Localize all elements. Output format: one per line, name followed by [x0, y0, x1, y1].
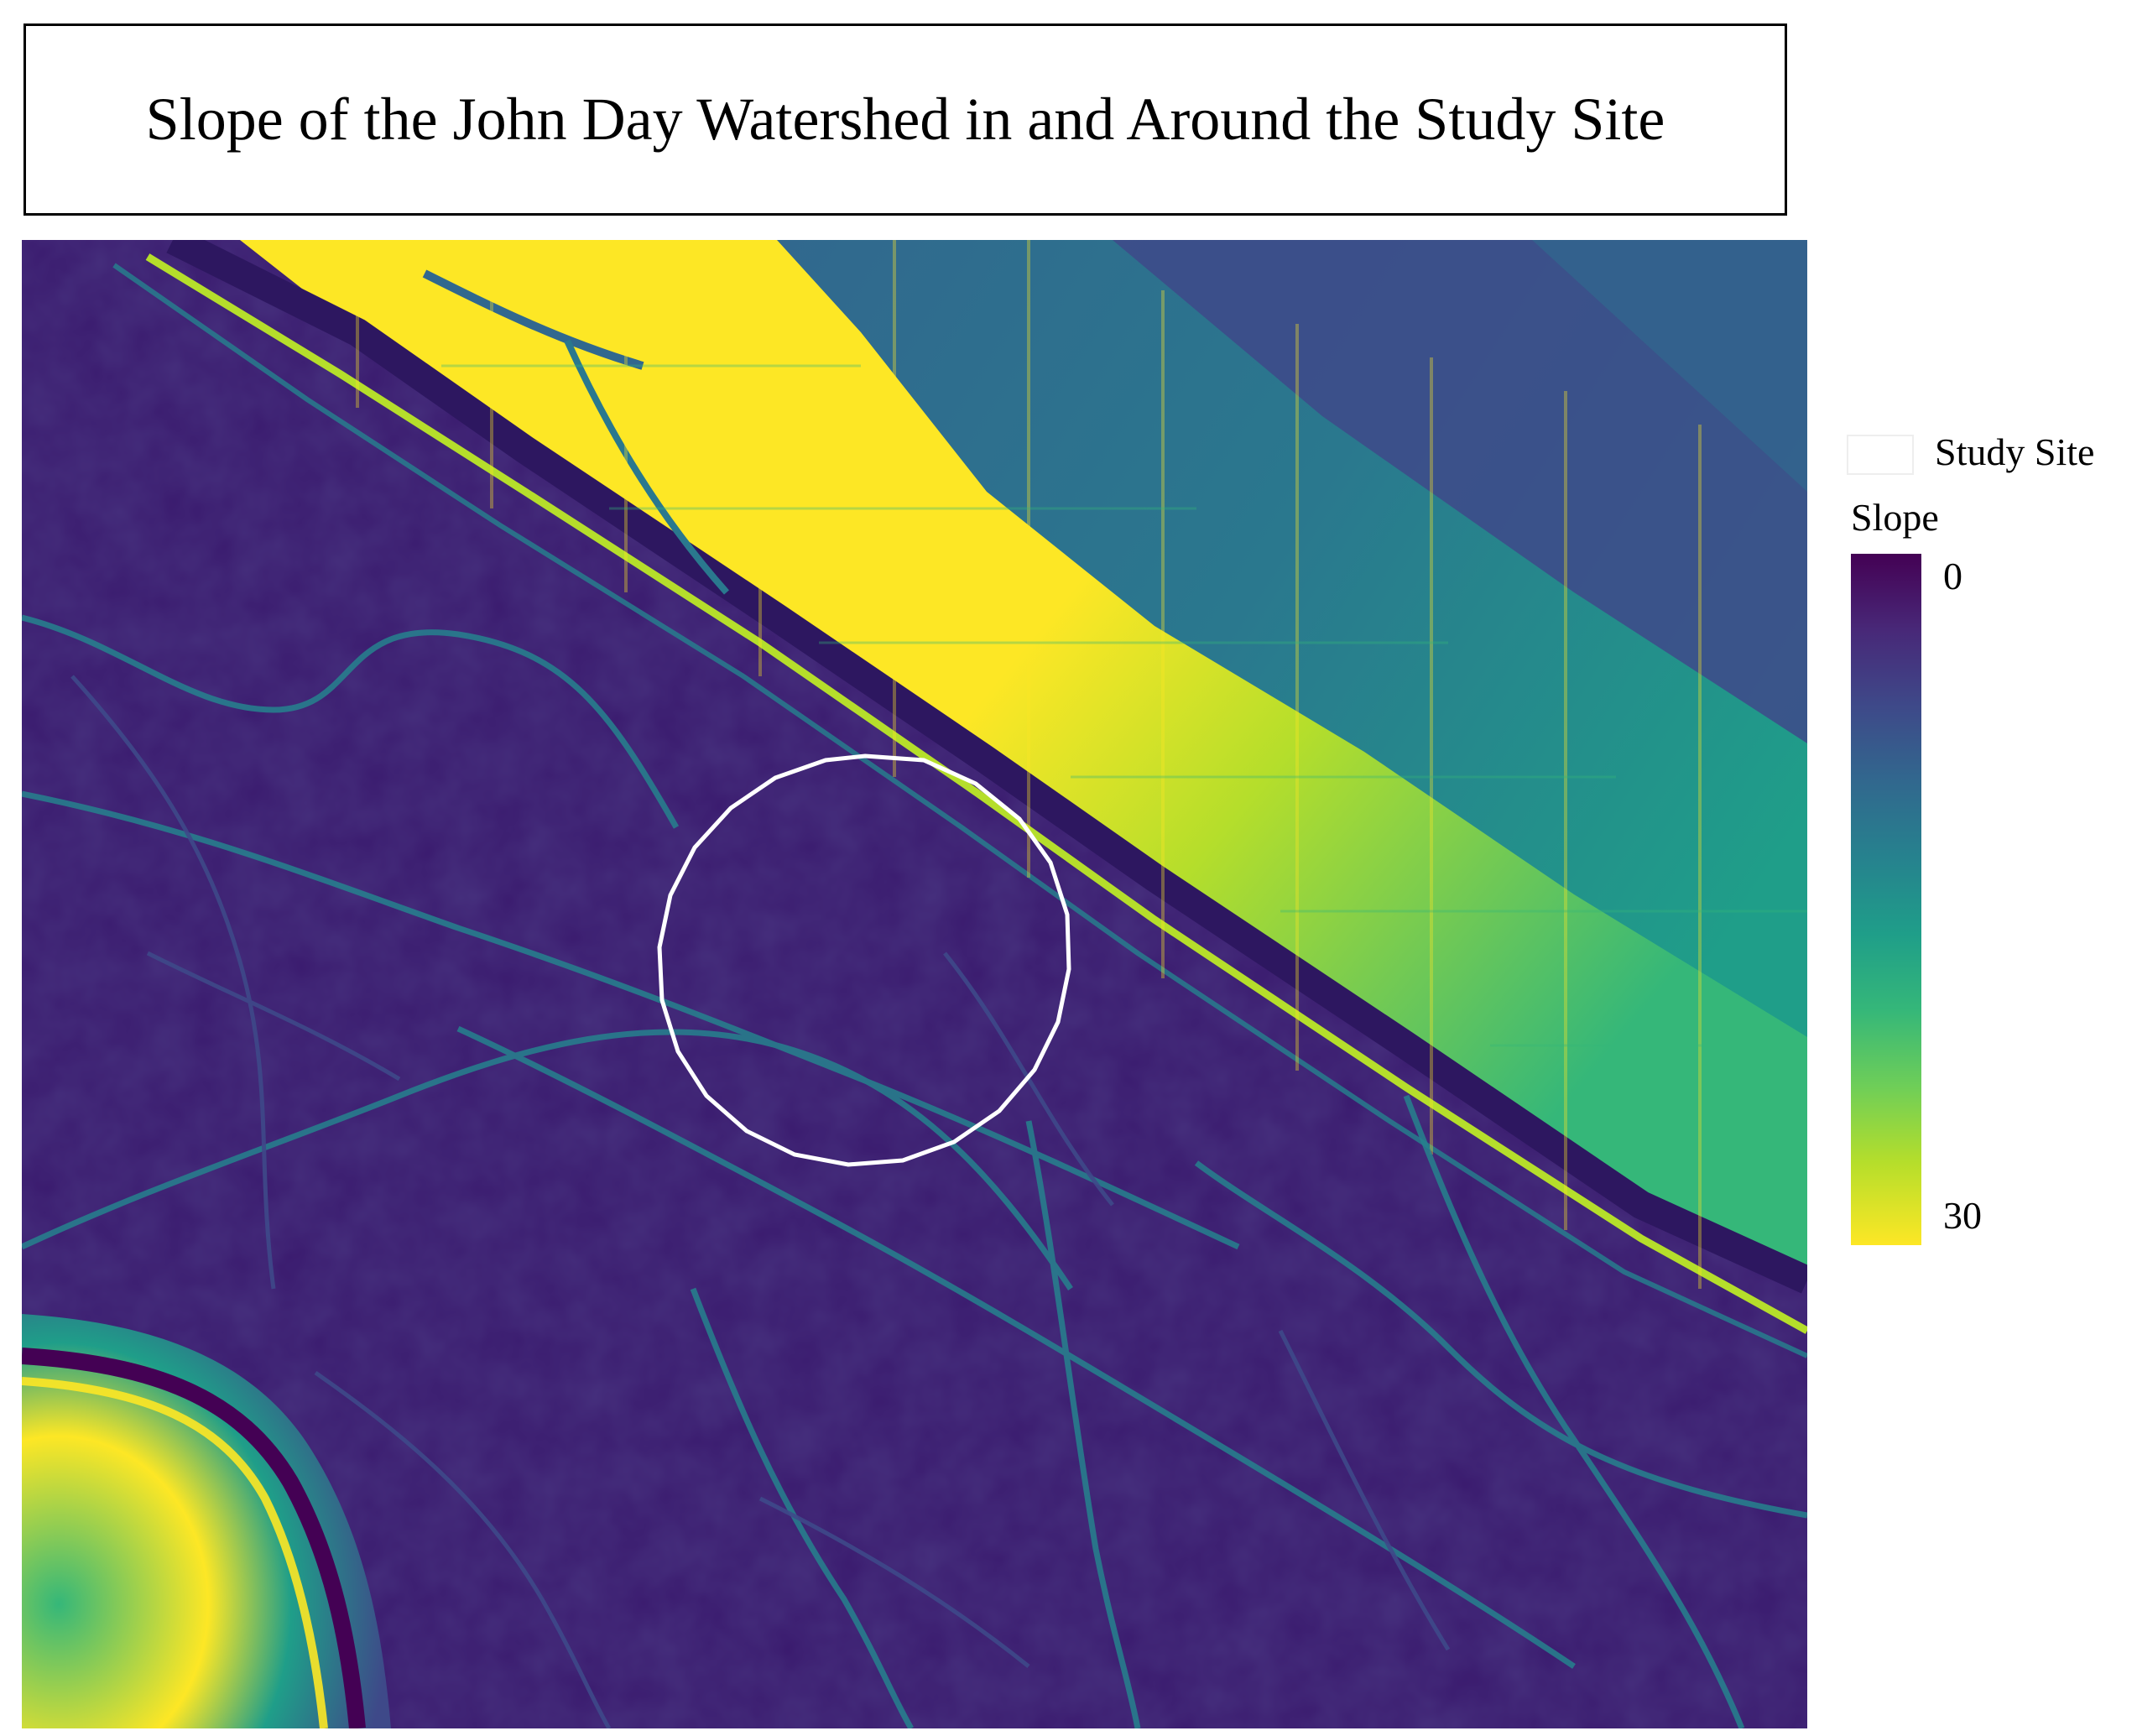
- slope-colorbar: [1851, 554, 1921, 1245]
- colorbar-min-label: 0: [1943, 555, 1962, 597]
- slope-raster: [22, 240, 1807, 1728]
- steep-escarpment: [240, 240, 1807, 1280]
- map-title: Slope of the John Day Watershed in and A…: [145, 86, 1665, 153]
- title-box: Slope of the John Day Watershed in and A…: [23, 23, 1787, 216]
- study-site-outline: [657, 753, 1071, 1167]
- colorbar-max-label: 30: [1943, 1194, 1982, 1237]
- southwest-slopes: [22, 1314, 391, 1728]
- stream-channel: [22, 614, 680, 829]
- slope-legend-title: Slope: [1851, 496, 1939, 539]
- slope-map[interactable]: [22, 240, 1807, 1728]
- road-line: [145, 253, 1807, 1334]
- study-site-legend-label: Study Site: [1935, 430, 2095, 473]
- study-site-legend-key: [1847, 435, 1914, 475]
